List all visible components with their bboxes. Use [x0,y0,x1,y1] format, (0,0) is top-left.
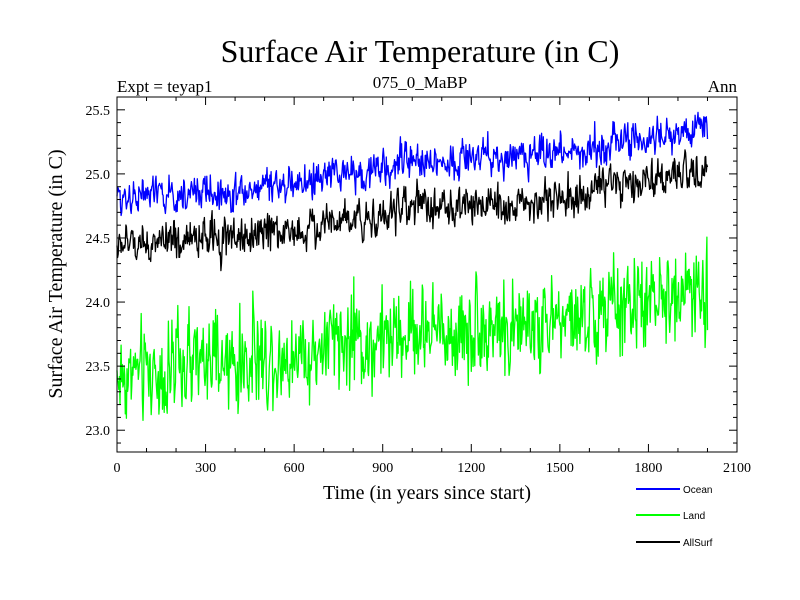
y-tick-label: 23.0 [86,424,111,439]
x-axis-label: Time (in years since start) [323,482,531,504]
x-tick-label: 1800 [634,461,662,476]
legend-label-allsurf: AllSurf [683,538,713,549]
series-line-allsurf [116,149,709,272]
x-tick-label: 600 [284,461,305,476]
x-tick-label: 300 [195,461,216,476]
experiment-label: Expt = teyap1 [117,77,213,96]
y-axis-label: Surface Air Temperature (in C) [45,149,67,398]
y-tick-label: 25.0 [86,168,111,183]
y-tick-label: 24.0 [86,296,111,311]
x-tick-label: 1500 [546,461,574,476]
chart-title: Surface Air Temperature (in C) [221,33,620,69]
x-tick-label: 0 [114,461,121,476]
tick-layer: 0 300 600 900 1200 1500 1800 2100 23.0 23.5 24.0 24… [86,97,751,476]
y-tick-label: 23.5 [86,360,111,375]
y-tick-label: 25.5 [86,104,111,119]
legend: Ocean Land AllSurf [636,485,713,549]
x-tick-label: 2100 [723,461,751,476]
season-label: Ann [708,77,738,96]
x-tick-label: 1200 [457,461,485,476]
legend-label-ocean: Ocean [683,485,712,496]
series-line-ocean [116,111,709,217]
legend-label-land: Land [683,511,705,522]
plot-frame [116,96,738,453]
chart-subtitle: 075_0_MaBP [373,73,467,92]
series-layer [116,111,709,422]
x-tick-label: 900 [372,461,393,476]
series-line-land [116,236,709,422]
y-tick-label: 24.5 [86,232,111,247]
